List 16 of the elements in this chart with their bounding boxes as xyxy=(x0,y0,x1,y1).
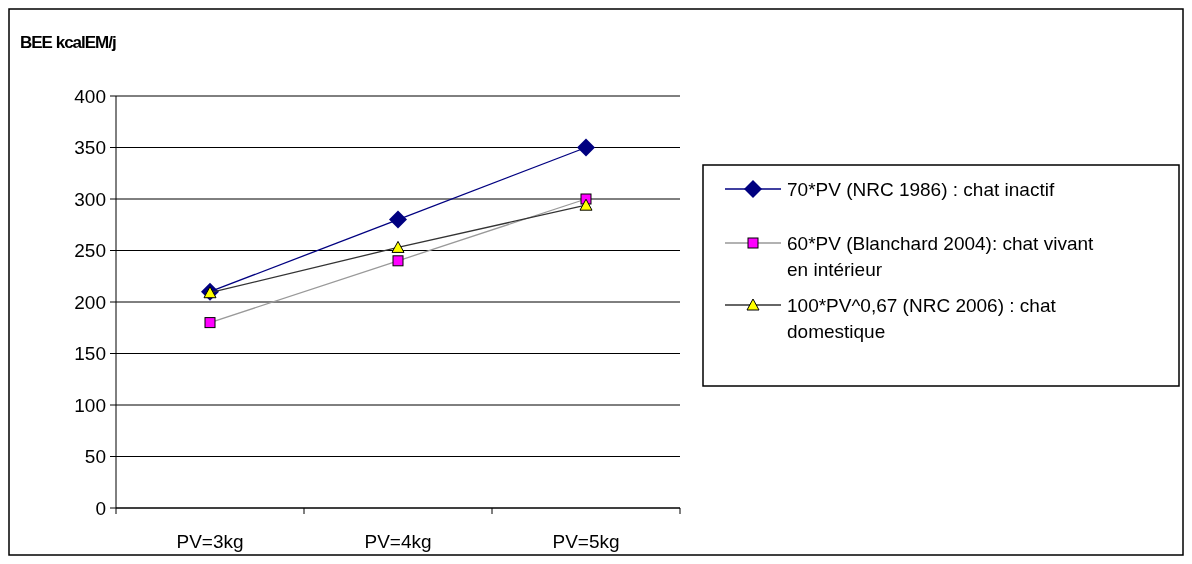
y-tick-label: 50 xyxy=(84,446,106,468)
y-tick-label: 150 xyxy=(74,343,106,365)
y-tick-label: 250 xyxy=(74,240,106,262)
x-tick-label: PV=4kg xyxy=(364,531,432,552)
chart-title: BEE kcalEM/j xyxy=(20,33,116,52)
y-tick-label: 350 xyxy=(74,137,106,159)
x-tick-label: PV=5kg xyxy=(552,531,620,552)
x-tick-label: PV=3kg xyxy=(176,531,244,552)
y-tick-label: 0 xyxy=(95,497,106,519)
y-tick-label: 100 xyxy=(74,394,106,416)
y-tick-label: 200 xyxy=(74,291,106,313)
legend-label: 60*PV (Blanchard 2004): chat vivant en intérieur xyxy=(787,232,1095,280)
legend-label: 70*PV (NRC 1986) : chat inactif xyxy=(787,178,1055,200)
y-tick-label: 400 xyxy=(74,85,106,107)
legend-label: 100*PV^0,67 (NRC 2006) : chat domestique xyxy=(787,294,1057,342)
y-tick-label: 300 xyxy=(74,188,106,210)
